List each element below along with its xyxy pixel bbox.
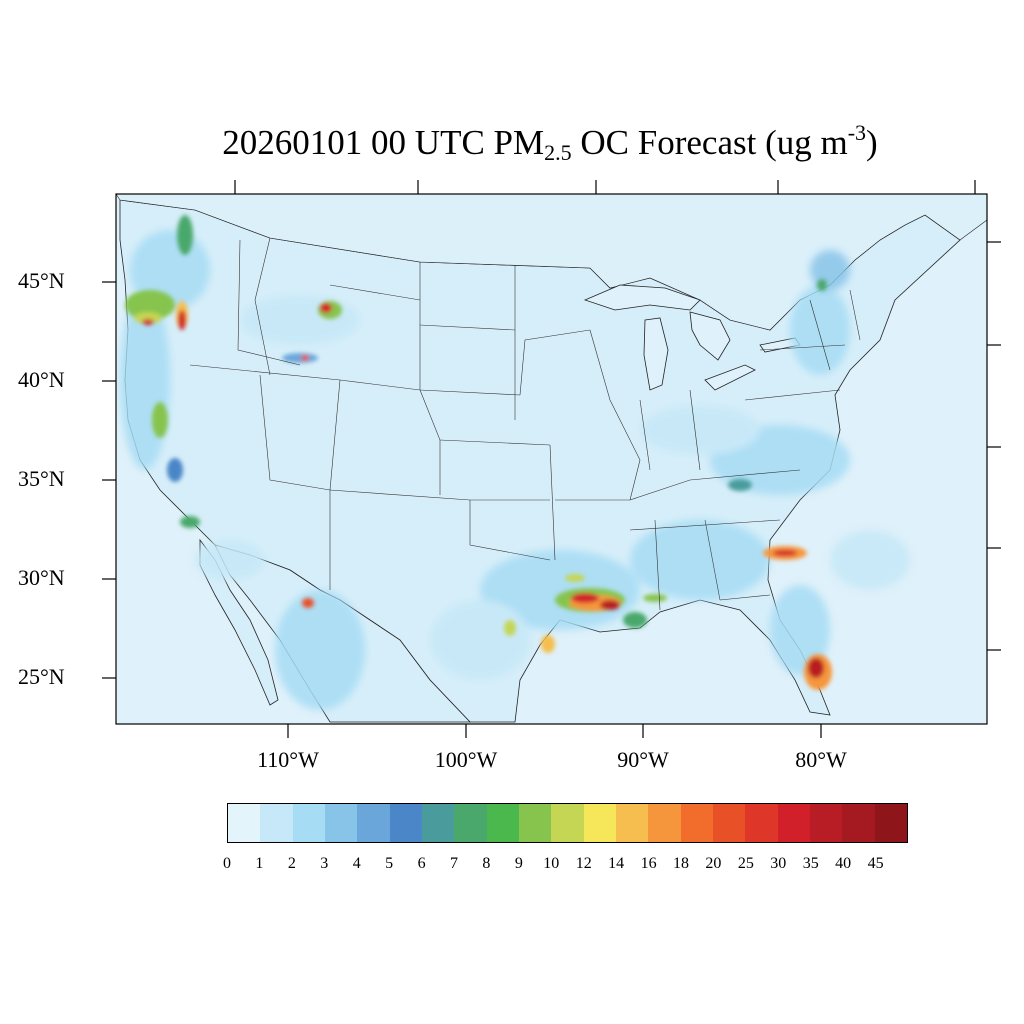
colorbar-swatch bbox=[777, 804, 810, 842]
colorbar-swatch bbox=[680, 804, 713, 842]
colorbar-tick-label: 25 bbox=[737, 855, 754, 872]
colorbar-swatch bbox=[324, 804, 358, 842]
colorbar-swatch bbox=[389, 804, 422, 842]
colorbar-swatch bbox=[228, 804, 261, 842]
colorbar-tick-label: 5 bbox=[385, 855, 394, 872]
title-prefix: 20260101 00 UTC PM bbox=[222, 123, 545, 162]
lake-erie bbox=[704, 364, 756, 391]
map-frame bbox=[115, 193, 988, 725]
title-suffix: ) bbox=[866, 123, 878, 162]
lat-label-25n: 25°N bbox=[18, 664, 65, 689]
colorbar-swatch bbox=[583, 804, 616, 842]
baja-peninsula bbox=[199, 538, 279, 706]
canada-landmass bbox=[116, 194, 987, 331]
map-title: 20260101 00 UTC PM2.5 OC Forecast (ug m-… bbox=[0, 120, 1024, 166]
colorbar-swatch bbox=[615, 804, 649, 842]
colorbar-swatch bbox=[712, 804, 746, 842]
colorbar-swatch bbox=[357, 804, 390, 842]
colorbar-swatch bbox=[874, 804, 907, 842]
colorbar-tick-label: 12 bbox=[575, 855, 592, 872]
colorbar-tick-label: 40 bbox=[835, 855, 852, 872]
colorbar-tick-label: 7 bbox=[450, 855, 458, 872]
lat-label-30n: 30°N bbox=[18, 565, 65, 590]
title-superscript: -3 bbox=[847, 120, 867, 145]
colorbar-tick-label: 8 bbox=[482, 855, 491, 872]
colorbar-tick-label: 6 bbox=[417, 855, 426, 872]
colorbar-tick-label: 20 bbox=[705, 855, 722, 872]
colorbar-tick-label: 0 bbox=[223, 855, 231, 872]
colorbar-swatch bbox=[745, 804, 778, 842]
colorbar-swatch bbox=[454, 804, 487, 842]
lat-label-35n: 35°N bbox=[18, 466, 65, 491]
colorbar-tick-label: 2 bbox=[287, 855, 296, 872]
pm25-hotspots bbox=[125, 215, 832, 690]
title-subscript: 2.5 bbox=[544, 140, 572, 165]
map-plot-area bbox=[116, 194, 987, 724]
colorbar-swatch bbox=[421, 804, 455, 842]
lon-label-100w: 100°W bbox=[434, 747, 498, 772]
colorbar-swatch bbox=[486, 804, 519, 842]
colorbar-tick-label: 9 bbox=[514, 855, 523, 872]
lon-label-90w: 90°W bbox=[617, 747, 669, 772]
colorbar bbox=[227, 803, 908, 843]
colorbar-swatch bbox=[842, 804, 875, 842]
colorbar-swatch bbox=[551, 804, 584, 842]
colorbar-tick-label: 4 bbox=[352, 855, 361, 872]
title-middle: OC Forecast (ug m bbox=[571, 123, 848, 162]
lon-label-110w: 110°W bbox=[257, 747, 319, 772]
colorbar-swatch bbox=[292, 804, 325, 842]
colorbar-tick-label: 1 bbox=[255, 855, 264, 872]
colorbar-swatch bbox=[809, 804, 843, 842]
colorbar-tick-label: 45 bbox=[867, 855, 884, 872]
colorbar-tick-label: 16 bbox=[640, 855, 657, 872]
colorbar-swatch bbox=[648, 804, 681, 842]
colorbar-tick-label: 18 bbox=[673, 855, 689, 872]
lake-superior bbox=[583, 284, 701, 311]
colorbar-tick-label: 35 bbox=[802, 855, 819, 872]
axis-ticks bbox=[102, 180, 1001, 738]
lake-michigan bbox=[643, 317, 669, 391]
lon-label-80w: 80°W bbox=[795, 747, 847, 772]
colorbar-tick-label: 3 bbox=[320, 855, 329, 872]
colorbar-swatch bbox=[518, 804, 552, 842]
lat-label-45n: 45°N bbox=[18, 268, 65, 293]
colorbar-tick-label: 10 bbox=[543, 855, 560, 872]
colorbar-swatch bbox=[260, 804, 293, 842]
state-borders bbox=[189, 237, 861, 611]
lake-huron bbox=[689, 311, 731, 361]
colorbar-tick-label: 30 bbox=[770, 855, 787, 872]
lat-label-40n: 40°N bbox=[18, 367, 65, 392]
colorbar-tick-label: 14 bbox=[608, 855, 625, 872]
